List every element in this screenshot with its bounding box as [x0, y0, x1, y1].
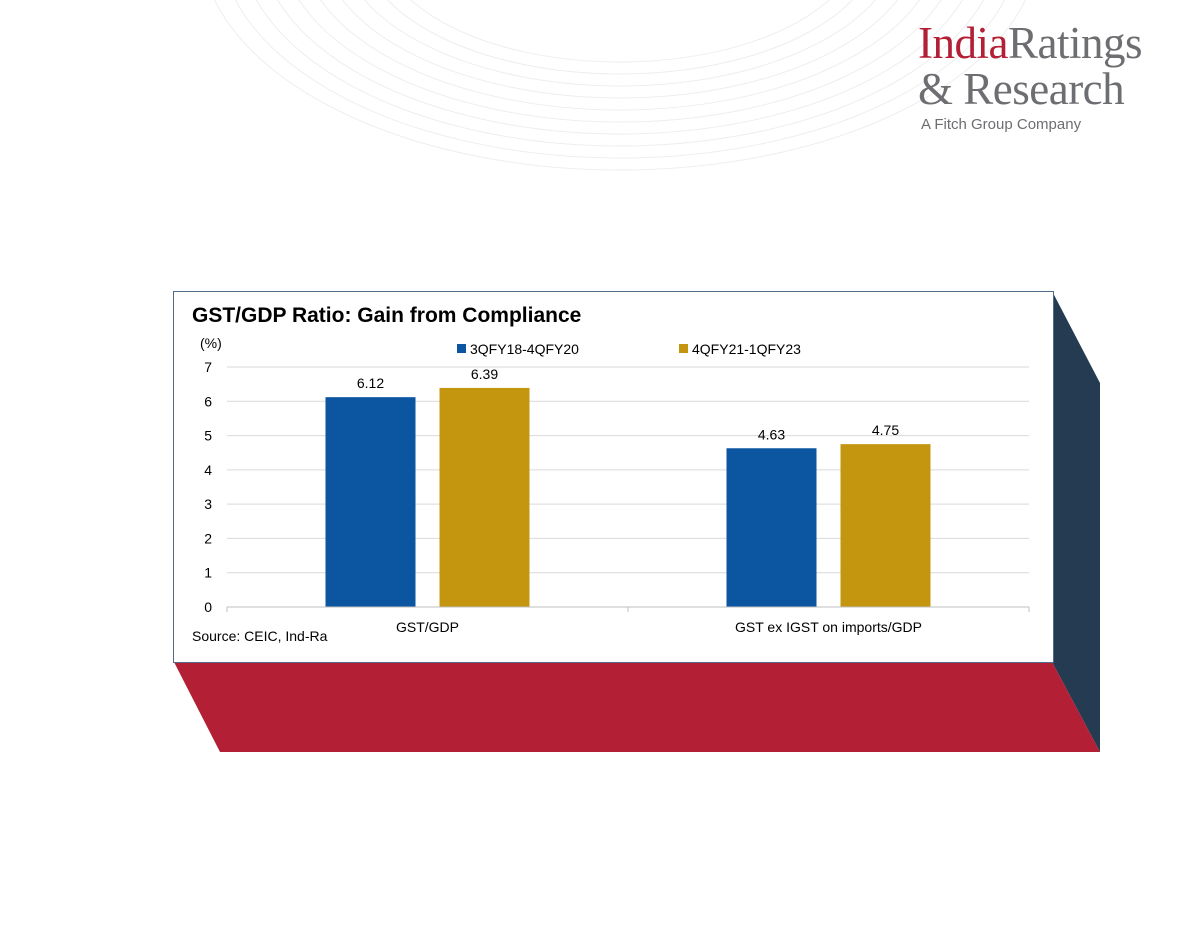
frame-bottom-panel — [174, 662, 1100, 752]
bar — [325, 397, 416, 607]
data-label: 6.39 — [471, 366, 498, 382]
logo-line-2: & Research — [918, 64, 1125, 114]
chart-source: Source: CEIC, Ind-Ra — [192, 628, 328, 644]
data-label: 4.75 — [872, 422, 899, 438]
y-tick-label: 5 — [204, 428, 212, 444]
y-tick-label: 2 — [204, 530, 212, 546]
y-tick-label: 1 — [204, 565, 212, 581]
data-label: 6.12 — [357, 375, 384, 391]
india-ratings-logo: IndiaRatings & Research A Fitch Group Co… — [918, 20, 1188, 133]
chart-panel: GST/GDP Ratio: Gain from Compliance 0 1 2 3… — [173, 291, 1054, 663]
legend-label: 4QFY21-1QFY23 — [692, 341, 801, 357]
bar — [726, 448, 817, 607]
y-tick-label: 7 — [204, 359, 212, 375]
frame-side-panel — [1052, 291, 1100, 752]
bar-chart: 0 1 2 3 4 5 6 7 (%) 3QFY18-4QFY20 4QFY21-1QFY23 6.1… — [200, 335, 1030, 635]
logo-line-1: IndiaRatings — [918, 20, 1188, 66]
y-tick-label: 3 — [204, 496, 212, 512]
y-tick-label: 6 — [204, 393, 212, 409]
bar — [439, 387, 530, 607]
y-tick-label: 4 — [204, 462, 212, 478]
logo-word-ratings: Ratings — [1007, 18, 1143, 68]
data-label: 4.63 — [758, 426, 785, 442]
y-tick-label: 0 — [204, 599, 212, 615]
legend-label: 3QFY18-4QFY20 — [470, 341, 579, 357]
legend-swatch — [679, 344, 688, 353]
bar — [840, 444, 931, 607]
x-tick-label: GST ex IGST on imports/GDP — [735, 619, 922, 635]
logo-word-india: India — [918, 18, 1008, 68]
x-tick-label: GST/GDP — [396, 619, 459, 635]
legend-swatch — [457, 344, 466, 353]
y-axis-label: (%) — [200, 335, 222, 351]
chart-title: GST/GDP Ratio: Gain from Compliance — [192, 304, 582, 327]
logo-tagline: A Fitch Group Company — [921, 116, 1082, 133]
